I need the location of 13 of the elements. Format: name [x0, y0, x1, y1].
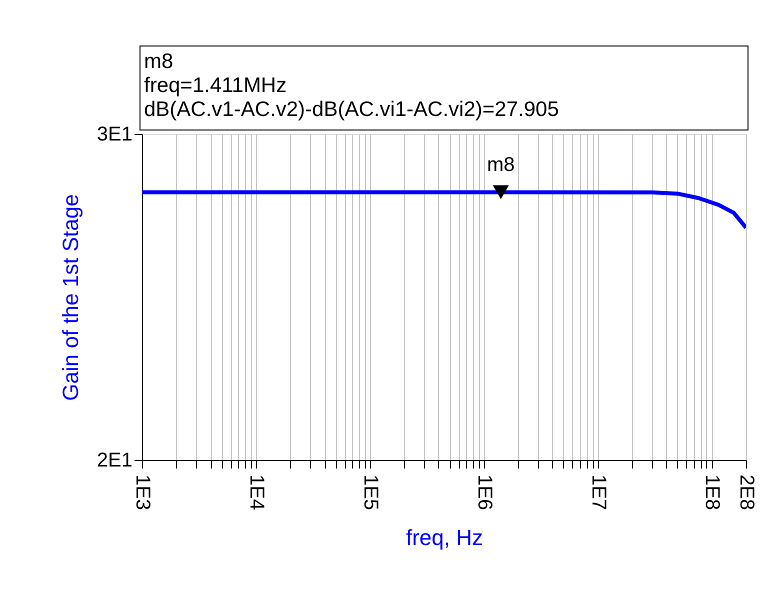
x-tick-label: 1E4 [245, 474, 268, 510]
x-axis-title: freq, Hz [406, 525, 484, 550]
x-tick-label: 1E7 [587, 474, 610, 510]
text: m8 freq=1.411MHz dB(AC.v1-AC.v2)-dB(AC.vi1-AC.vi2)=27.905 [144, 50, 559, 121]
y-axis-title: Gain of the 1st Stage [58, 194, 83, 401]
annotation: m8 [486, 154, 515, 176]
y-tick-label: 2E1 [96, 450, 132, 472]
y-tick-label: 3E1 [96, 124, 132, 146]
x-tick-label: 2E8 [736, 474, 758, 510]
x-tick-label: 1E8 [701, 474, 724, 510]
x-tick-label: 1E3 [132, 474, 154, 510]
x-tick-label: 1E6 [473, 474, 496, 510]
x-tick-label: 1E5 [359, 474, 382, 510]
